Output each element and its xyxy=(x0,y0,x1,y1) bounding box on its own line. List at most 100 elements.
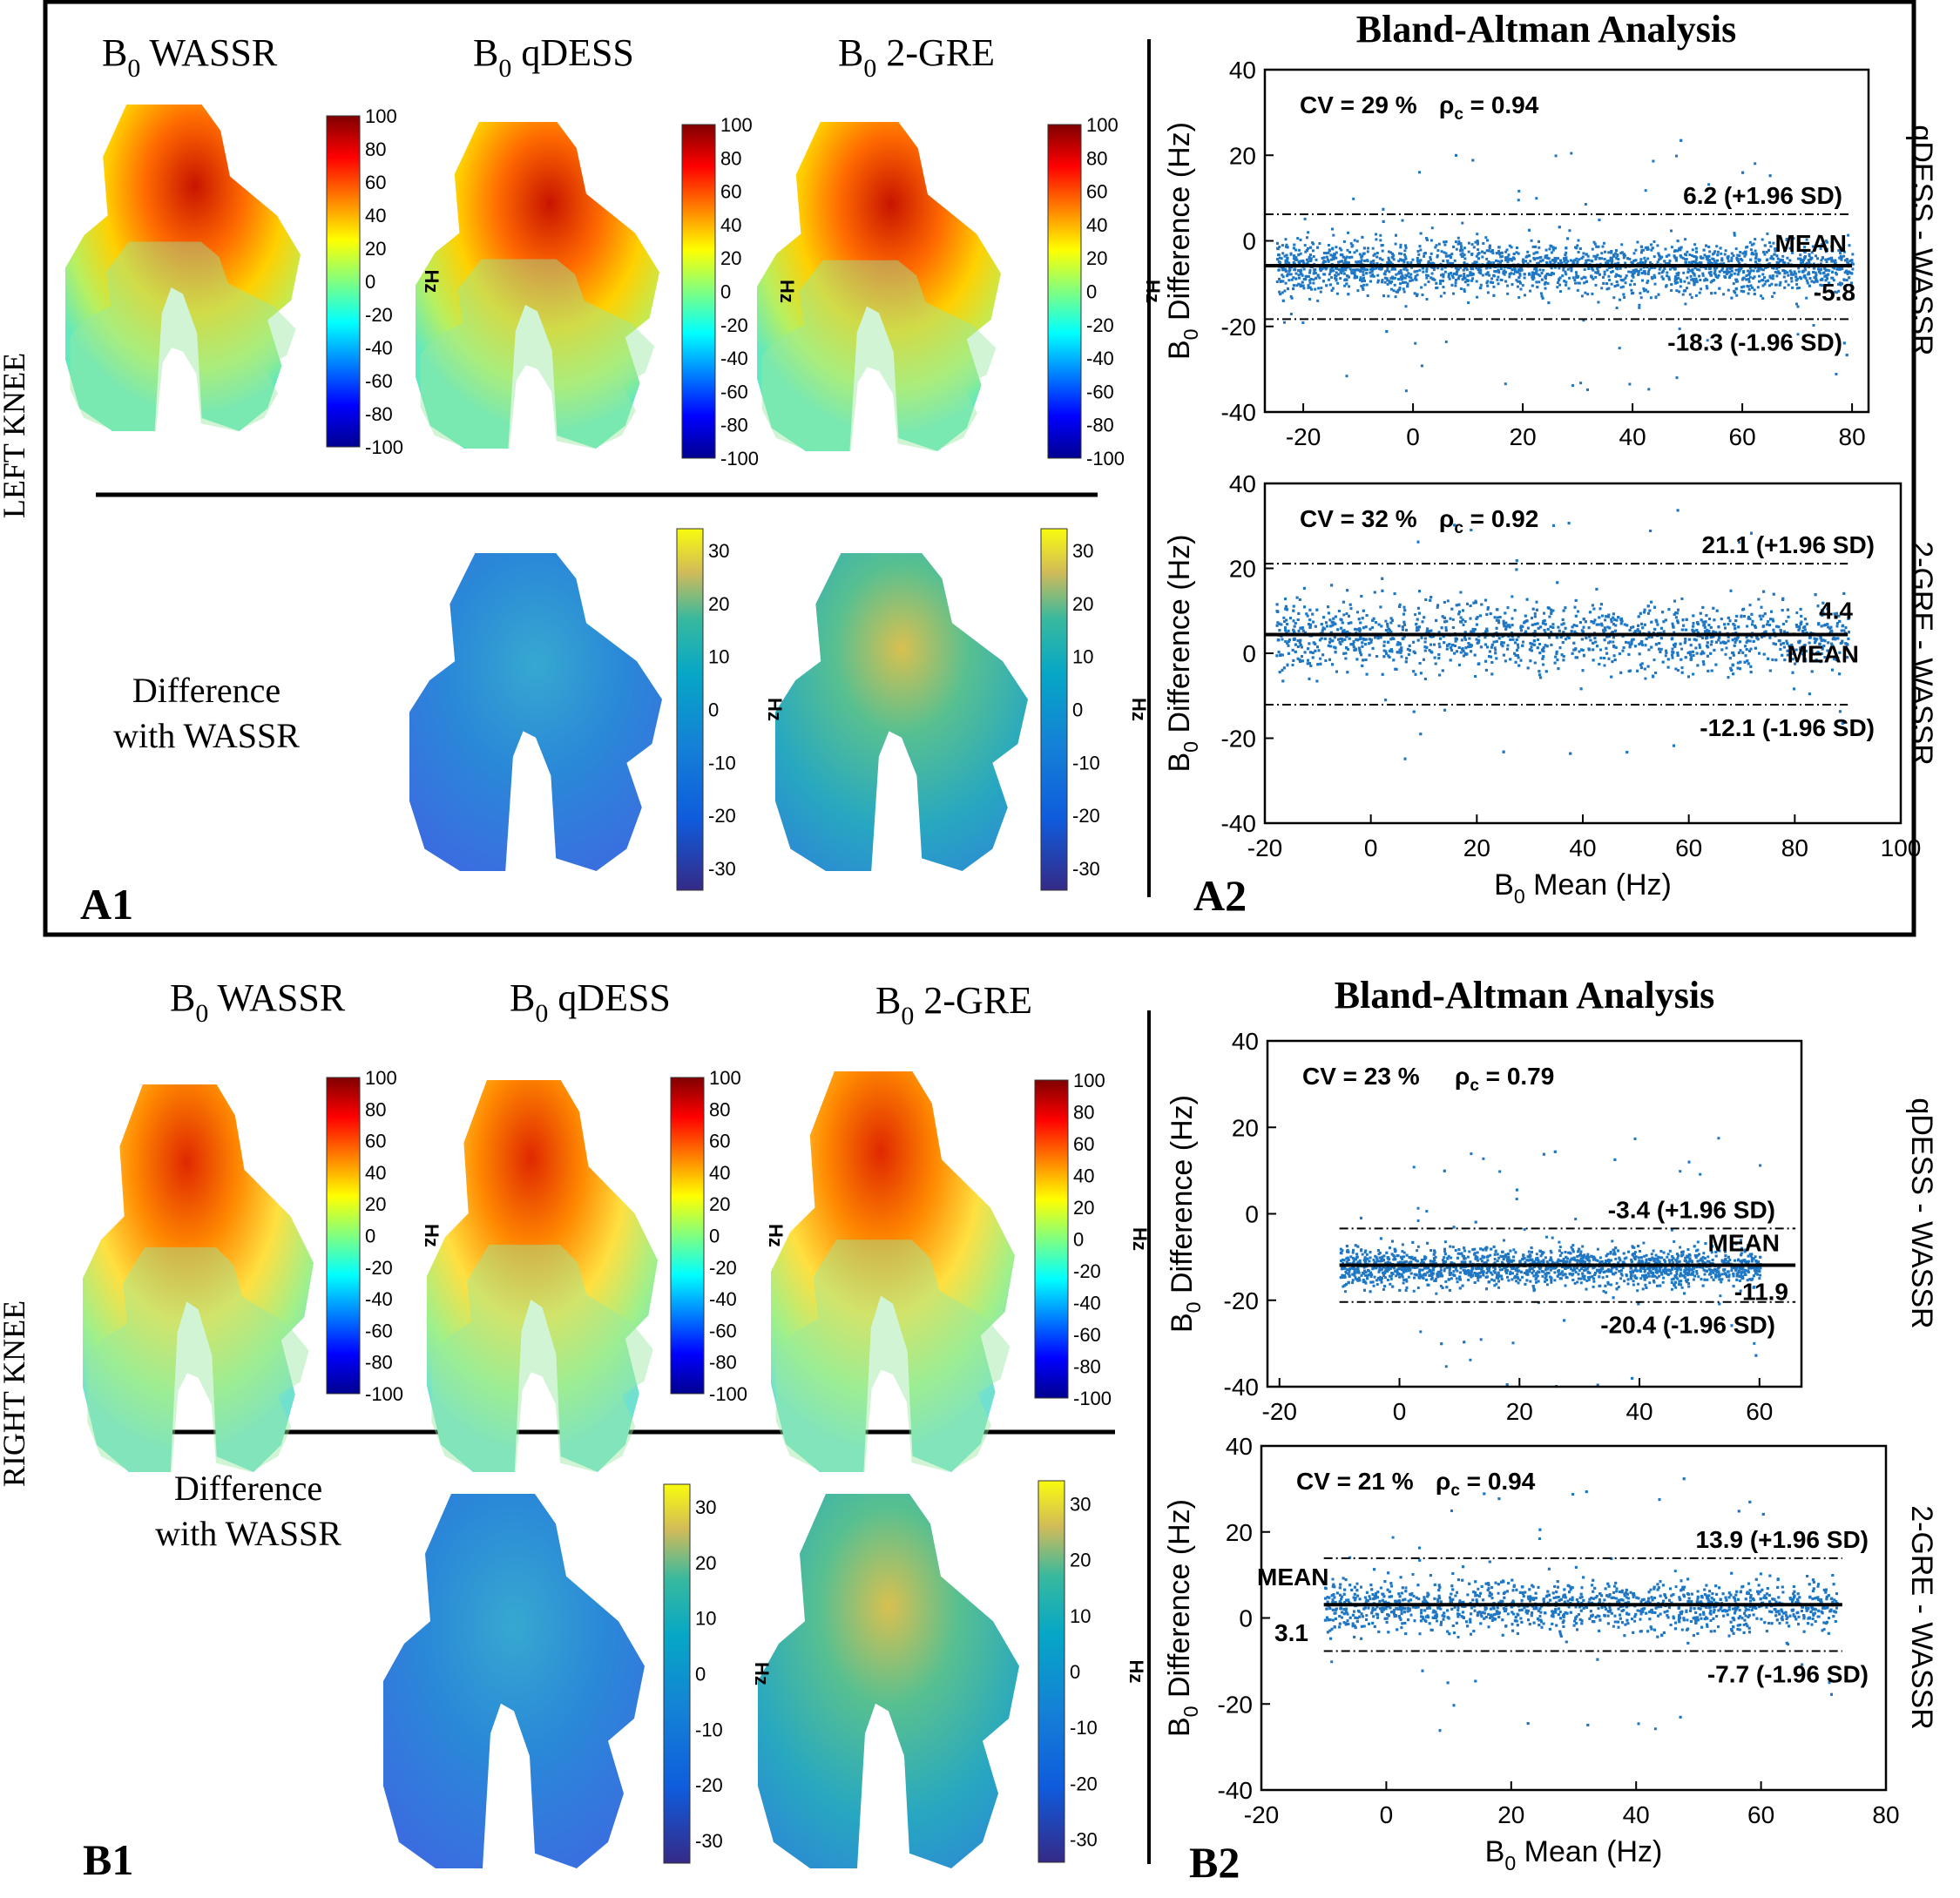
data-point xyxy=(1650,635,1653,638)
colorbar-tick-label: 0 xyxy=(720,281,731,303)
data-point xyxy=(1298,598,1301,601)
data-point xyxy=(1362,247,1366,250)
data-point xyxy=(1571,260,1575,263)
data-point xyxy=(1341,253,1344,257)
data-point xyxy=(1787,274,1790,277)
data-point xyxy=(1403,609,1407,612)
data-point xyxy=(1541,648,1544,651)
colorbar-unit: Hz xyxy=(776,280,798,303)
data-point xyxy=(1294,267,1297,271)
data-point xyxy=(1754,252,1758,255)
data-point xyxy=(1734,268,1738,272)
panel-frame xyxy=(43,0,1916,937)
data-point xyxy=(1383,276,1387,280)
label-subscript: 0 xyxy=(535,999,548,1028)
colorbar-tick-label: -20 xyxy=(365,1257,393,1279)
b0-map-condyle-shade xyxy=(775,1239,1010,1472)
data-point xyxy=(1294,277,1298,280)
data-point xyxy=(1301,274,1304,277)
data-point xyxy=(1782,645,1786,649)
map-title: B0 qDESS xyxy=(473,31,634,83)
data-point xyxy=(1835,373,1838,375)
data-point xyxy=(1458,663,1461,666)
data-point xyxy=(1497,637,1501,640)
data-point xyxy=(1707,259,1710,262)
data-point xyxy=(1486,607,1490,611)
data-point xyxy=(1713,272,1716,275)
data-point xyxy=(1679,285,1682,288)
data-point xyxy=(1522,261,1525,265)
data-point xyxy=(1565,258,1568,261)
data-point xyxy=(1830,243,1834,247)
data-point xyxy=(1506,260,1510,264)
data-point xyxy=(1660,255,1664,259)
data-point xyxy=(1822,612,1826,616)
data-point xyxy=(1701,274,1705,277)
b0-field-map xyxy=(427,1080,658,1472)
data-point xyxy=(1796,257,1800,260)
data-point xyxy=(1398,648,1402,652)
data-point xyxy=(1297,260,1301,263)
data-point xyxy=(1276,241,1279,245)
data-point xyxy=(1667,276,1671,280)
data-point xyxy=(1439,294,1443,298)
data-point xyxy=(1392,659,1396,662)
data-point xyxy=(1322,260,1326,263)
data-point xyxy=(1590,620,1593,624)
data-point xyxy=(1292,619,1295,623)
data-point xyxy=(1329,253,1333,257)
data-point xyxy=(1692,278,1695,280)
data-point xyxy=(1388,280,1391,284)
data-point xyxy=(1693,273,1696,275)
colorbar-unit: Hz xyxy=(421,270,443,294)
data-point xyxy=(1643,623,1646,626)
data-point xyxy=(1524,260,1527,263)
data-point xyxy=(1538,268,1542,272)
data-point xyxy=(1791,273,1794,276)
data-point xyxy=(1308,253,1312,257)
data-point xyxy=(1732,653,1735,657)
data-point xyxy=(1723,253,1727,256)
rho-value: = 0.94 xyxy=(1463,91,1539,118)
data-point xyxy=(1281,244,1284,247)
data-point xyxy=(1323,637,1327,640)
data-point xyxy=(1804,255,1807,258)
data-point xyxy=(1644,189,1647,193)
knee-label: LEFT KNEE xyxy=(0,353,31,518)
data-point xyxy=(1306,236,1308,240)
data-point xyxy=(1795,302,1798,306)
colorbar-tick-label: 30 xyxy=(695,1496,716,1518)
data-point xyxy=(1533,615,1537,618)
data-point xyxy=(1511,268,1514,272)
data-point xyxy=(1475,623,1478,626)
data-point xyxy=(1579,382,1583,385)
data-point xyxy=(1297,269,1301,273)
data-point xyxy=(1523,276,1526,280)
colorbar-tick-label: -80 xyxy=(365,403,393,425)
data-point xyxy=(1751,619,1754,623)
data-point xyxy=(1429,596,1433,599)
data-point xyxy=(1594,275,1598,279)
data-point xyxy=(1464,267,1468,270)
data-point xyxy=(1819,247,1822,250)
data-point xyxy=(1762,590,1766,593)
data-point xyxy=(1622,646,1625,649)
data-point xyxy=(1551,609,1555,612)
map-title: B0 2-GRE xyxy=(838,31,995,83)
data-point xyxy=(1747,615,1750,618)
data-point xyxy=(1631,261,1634,265)
data-point xyxy=(1433,643,1436,646)
data-point xyxy=(1680,246,1683,249)
data-point xyxy=(1456,277,1460,280)
data-point xyxy=(1604,618,1607,622)
data-point xyxy=(1436,286,1439,289)
data-point xyxy=(1644,677,1647,680)
data-point xyxy=(1390,618,1394,622)
data-point xyxy=(1471,273,1475,276)
data-point xyxy=(1769,245,1773,248)
data-point xyxy=(1402,620,1406,624)
data-point xyxy=(1730,269,1734,273)
data-point xyxy=(1443,291,1446,294)
data-point xyxy=(1554,259,1557,262)
data-point xyxy=(1766,623,1768,626)
